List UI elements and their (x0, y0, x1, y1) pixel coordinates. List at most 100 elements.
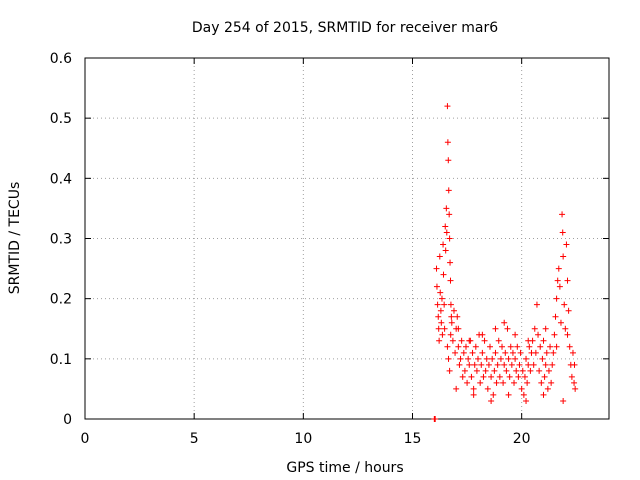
data-point (553, 295, 560, 302)
data-point (556, 283, 563, 290)
data-point (466, 337, 473, 344)
data-point (433, 283, 440, 290)
data-point (458, 337, 465, 344)
data-point (432, 416, 439, 422)
data-point (565, 307, 572, 314)
data-point (487, 343, 494, 350)
data-point (515, 373, 522, 380)
data-point (446, 211, 453, 218)
y-tick-label: 0.3 (50, 232, 72, 248)
data-point (541, 373, 548, 380)
data-point (447, 277, 454, 284)
data-point (555, 265, 562, 272)
data-point (501, 361, 508, 368)
data-point (523, 355, 530, 362)
data-point (540, 337, 547, 344)
data-point (566, 343, 573, 350)
data-point (525, 361, 532, 368)
data-point (470, 391, 477, 398)
data-point (557, 319, 564, 326)
data-point (568, 373, 575, 380)
data-point (462, 343, 469, 350)
data-point (512, 355, 519, 362)
chart-title: Day 254 of 2015, SRMTID for receiver mar… (192, 20, 498, 36)
data-point (538, 379, 545, 386)
data-point (468, 373, 475, 380)
data-point (512, 331, 519, 338)
data-point (482, 367, 489, 374)
data-point (448, 313, 455, 320)
data-point (485, 361, 492, 368)
data-point (517, 349, 524, 356)
data-point (550, 349, 557, 356)
data-point (450, 307, 457, 314)
data-point (436, 337, 443, 344)
y-tick-label: 0 (63, 412, 72, 428)
data-point (481, 337, 488, 344)
data-point (516, 361, 523, 368)
data-point (484, 385, 491, 392)
data-point (488, 373, 495, 380)
data-point (479, 331, 486, 338)
data-point (471, 361, 478, 368)
data-point (532, 349, 539, 356)
data-point (544, 385, 551, 392)
data-point (461, 367, 468, 374)
data-point (539, 355, 546, 362)
data-point (448, 319, 455, 326)
data-point (443, 205, 450, 212)
data-point (549, 361, 556, 368)
data-point (537, 343, 544, 350)
data-point (506, 373, 513, 380)
data-point (440, 271, 447, 278)
data-point (442, 223, 449, 230)
y-tick-label: 0.5 (50, 111, 72, 127)
data-point (533, 301, 540, 308)
data-point (563, 241, 570, 248)
data-point (491, 367, 498, 374)
data-point (540, 391, 547, 398)
data-point (543, 349, 550, 356)
data-point (526, 343, 533, 350)
data-point (493, 379, 500, 386)
data-point (480, 373, 487, 380)
data-point (552, 313, 559, 320)
axis-ticks (84, 57, 609, 420)
data-point (520, 391, 527, 398)
y-tick-label: 0.2 (50, 292, 72, 308)
data-point (472, 343, 479, 350)
data-point (445, 355, 452, 362)
data-point (445, 187, 452, 194)
data-point (509, 349, 516, 356)
data-point (572, 385, 579, 392)
data-point (564, 277, 571, 284)
data-point (564, 331, 571, 338)
data-point (519, 367, 526, 374)
data-point (475, 355, 481, 362)
data-point (508, 361, 515, 368)
data-point (492, 325, 499, 332)
data-point (496, 373, 503, 380)
data-point (500, 379, 507, 386)
y-axis-label: SRMTID / TECUs (7, 182, 23, 295)
data-point (434, 301, 441, 308)
data-point (494, 361, 501, 368)
data-point (464, 379, 471, 386)
data-point (527, 367, 534, 374)
data-point (503, 367, 510, 374)
data-point (447, 259, 454, 266)
data-point (453, 385, 460, 392)
x-tick-label: 0 (81, 431, 90, 447)
data-point (441, 301, 448, 308)
data-point (437, 307, 444, 314)
data-point (470, 385, 477, 392)
data-point (473, 367, 480, 374)
data-point (447, 331, 454, 338)
data-point (444, 139, 451, 146)
data-point (501, 319, 508, 326)
data-point (571, 361, 578, 368)
data-point (443, 229, 450, 236)
data-point (560, 397, 567, 404)
data-point (459, 373, 466, 380)
